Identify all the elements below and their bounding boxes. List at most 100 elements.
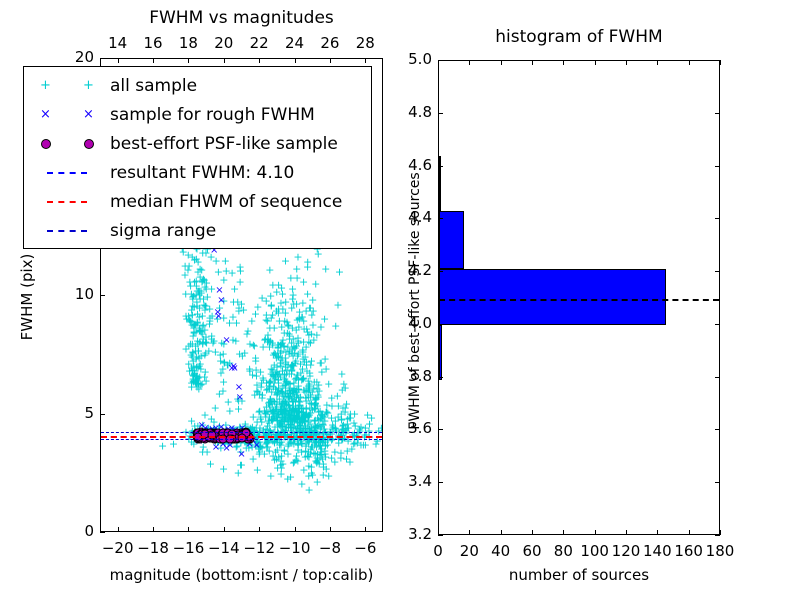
legend-label: sample for rough FWHM: [110, 104, 315, 125]
data-point-all-sample: +: [281, 404, 291, 418]
data-point-all-sample: +: [201, 374, 211, 388]
data-point-all-sample: +: [284, 406, 294, 420]
data-point-all-sample: +: [298, 405, 309, 419]
data-point-all-sample: +: [278, 403, 288, 417]
data-point-all-sample: +: [200, 335, 211, 349]
tick-label: 4.0: [408, 313, 432, 332]
data-point-all-sample: +: [274, 338, 284, 352]
data-point-all-sample: +: [349, 428, 359, 441]
data-point-all-sample: +: [180, 268, 190, 282]
data-point-all-sample: +: [298, 296, 308, 310]
data-point-all-sample: +: [283, 318, 293, 332]
data-point-all-sample: +: [350, 407, 360, 421]
legend-entry[interactable]: × × sample for rough FWHM: [24, 100, 371, 129]
data-point-all-sample: +: [250, 438, 261, 452]
data-point-all-sample: +: [294, 402, 304, 416]
data-point-all-sample: +: [269, 370, 279, 384]
data-point-all-sample: +: [263, 440, 273, 454]
data-point-all-sample: +: [268, 449, 278, 463]
data-point-all-sample: +: [270, 372, 280, 386]
data-point-all-sample: +: [248, 338, 259, 352]
data-point-all-sample: +: [260, 332, 270, 346]
data-point-all-sample: +: [272, 388, 282, 402]
data-point-all-sample: +: [252, 463, 262, 477]
legend-label: median FHWM of sequence: [110, 191, 343, 212]
data-point-all-sample: +: [337, 423, 347, 437]
data-point-all-sample: +: [223, 358, 233, 372]
data-point-all-sample: +: [261, 400, 271, 414]
data-point-all-sample: +: [293, 368, 303, 382]
data-point-all-sample: +: [308, 468, 318, 482]
data-point-all-sample: +: [317, 452, 328, 466]
data-point-all-sample: +: [274, 450, 284, 464]
data-point-all-sample: +: [321, 405, 331, 419]
data-point-all-sample: +: [293, 334, 303, 348]
data-point-all-sample: +: [293, 443, 303, 457]
data-point-all-sample: +: [200, 323, 210, 337]
left-panel-title: FWHM vs magnitudes: [149, 8, 334, 28]
data-point-all-sample: +: [278, 406, 288, 420]
tick-mark: [100, 413, 105, 415]
data-point-all-sample: +: [206, 412, 216, 426]
data-point-all-sample: +: [260, 431, 270, 445]
data-point-all-sample: +: [272, 385, 282, 399]
data-point-all-sample: +: [202, 290, 212, 304]
data-point-all-sample: +: [277, 396, 287, 410]
data-point-all-sample: +: [336, 407, 346, 421]
legend-entry[interactable]: + + all sample: [24, 71, 371, 100]
data-point-all-sample: +: [315, 438, 326, 452]
data-point-all-sample: +: [201, 423, 212, 437]
data-point-all-sample: +: [267, 308, 278, 322]
legend-entry[interactable]: median FHWM of sequence: [24, 187, 371, 216]
data-point-all-sample: +: [218, 347, 228, 361]
data-point-all-sample: +: [288, 359, 298, 373]
data-point-all-sample: +: [273, 367, 283, 381]
data-point-all-sample: +: [306, 358, 316, 372]
dot-marker-icon: [40, 138, 51, 149]
data-point-all-sample: +: [296, 402, 307, 416]
data-point-all-sample: +: [297, 406, 307, 420]
data-point-all-sample: +: [292, 313, 302, 327]
data-point-rough-sample: ×: [225, 440, 235, 452]
data-point-all-sample: +: [280, 395, 290, 409]
data-point-all-sample: +: [276, 359, 286, 373]
data-point-all-sample: +: [262, 335, 273, 348]
data-point-all-sample: +: [312, 455, 322, 469]
data-point-all-sample: +: [240, 419, 250, 433]
data-point-all-sample: +: [189, 326, 199, 340]
data-point-all-sample: +: [204, 344, 214, 358]
data-point-all-sample: +: [284, 437, 294, 451]
data-point-all-sample: +: [293, 438, 303, 452]
legend-entry[interactable]: resultant FWHM: 4.10: [24, 158, 371, 187]
data-point-all-sample: +: [187, 308, 197, 322]
data-point-all-sample: +: [309, 414, 319, 428]
data-point-all-sample: +: [279, 399, 289, 413]
data-point-all-sample: +: [312, 440, 322, 454]
data-point-all-sample: +: [299, 322, 309, 336]
data-point-all-sample: +: [271, 351, 281, 365]
data-point-all-sample: +: [192, 284, 202, 298]
data-point-rough-sample: ×: [218, 439, 228, 451]
data-point-all-sample: +: [188, 345, 198, 359]
data-point-all-sample: +: [243, 324, 253, 338]
data-point-all-sample: +: [333, 410, 343, 424]
data-point-all-sample: +: [188, 290, 198, 304]
data-point-all-sample: +: [280, 357, 291, 371]
left-panel-xlabel: magnitude (bottom:isnt / top:calib): [109, 566, 374, 584]
data-point-all-sample: +: [297, 372, 307, 386]
data-point-all-sample: +: [277, 449, 287, 463]
data-point-all-sample: +: [290, 356, 300, 370]
tick-mark: [715, 271, 720, 273]
data-point-all-sample: +: [268, 278, 278, 292]
data-point-all-sample: +: [275, 458, 286, 472]
data-point-all-sample: +: [205, 424, 215, 438]
data-point-all-sample: +: [342, 444, 352, 458]
legend-entry[interactable]: sigma range: [24, 216, 371, 245]
legend-entry[interactable]: best-effort PSF-like sample: [24, 129, 371, 158]
sigma-range-lower-line: [101, 439, 382, 441]
data-point-all-sample: +: [219, 337, 229, 351]
data-point-all-sample: +: [211, 254, 221, 268]
data-point-all-sample: +: [312, 382, 322, 396]
tick-mark: [259, 527, 261, 532]
data-point-all-sample: +: [244, 423, 254, 437]
